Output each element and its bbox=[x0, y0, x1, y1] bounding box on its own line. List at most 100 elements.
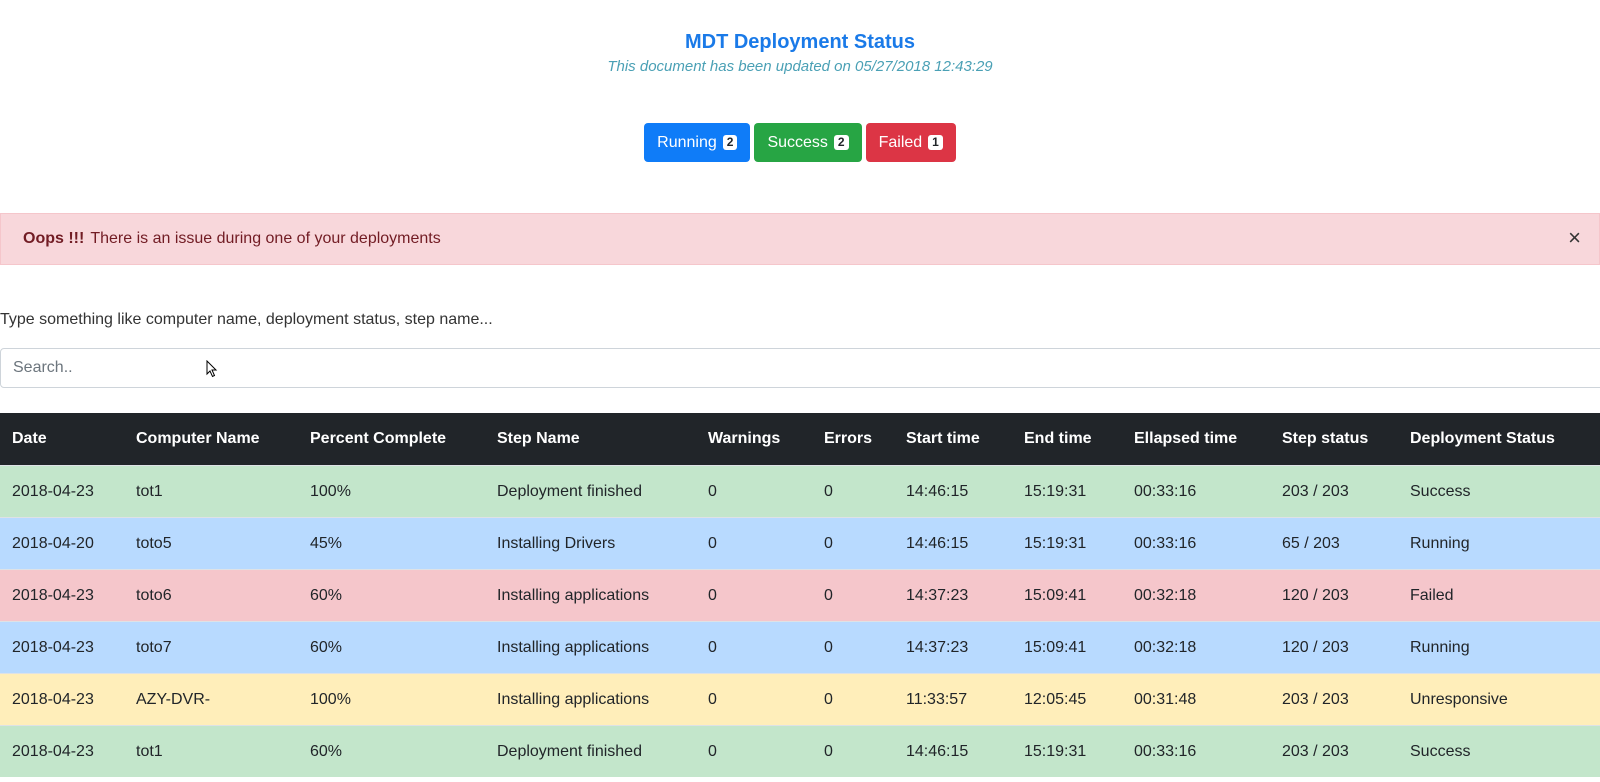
cell-computer-name: toto7 bbox=[124, 621, 298, 674]
cell-step-name: Installing applications bbox=[485, 673, 696, 726]
cell-step-status: 203 / 203 bbox=[1270, 465, 1398, 518]
failed-button[interactable]: Failed 1 bbox=[865, 123, 956, 162]
col-date[interactable]: Date bbox=[0, 413, 124, 466]
failed-button-label: Failed bbox=[878, 133, 923, 151]
table-row[interactable]: 2018-04-20 toto5 45% Installing Drivers 0 0 14… bbox=[0, 517, 1600, 570]
cell-end-time: 15:19:31 bbox=[1012, 465, 1122, 518]
table-body: 2018-04-23 tot1 100% Deployment finished 0 0 1… bbox=[0, 465, 1600, 777]
cell-warnings: 0 bbox=[696, 725, 812, 777]
alert-strong-text: Oops !!! bbox=[23, 230, 85, 247]
col-computer-name[interactable]: Computer Name bbox=[124, 413, 298, 466]
col-step-name[interactable]: Step Name bbox=[485, 413, 696, 466]
cell-step-status: 203 / 203 bbox=[1270, 673, 1398, 726]
cell-end-time: 15:09:41 bbox=[1012, 569, 1122, 622]
cell-deployment-status: Success bbox=[1398, 465, 1600, 518]
cell-date: 2018-04-23 bbox=[0, 465, 124, 518]
cell-elapsed-time: 00:32:18 bbox=[1122, 621, 1270, 674]
running-button[interactable]: Running 2 bbox=[644, 123, 751, 162]
cell-step-name: Installing applications bbox=[485, 621, 696, 674]
cell-start-time: 14:46:15 bbox=[894, 725, 1012, 777]
cell-warnings: 0 bbox=[696, 673, 812, 726]
table-row[interactable]: 2018-04-23 toto6 60% Installing application… bbox=[0, 569, 1600, 622]
table-row[interactable]: 2018-04-23 AZY-DVR- 100% Installing applica… bbox=[0, 673, 1600, 726]
cell-start-time: 14:46:15 bbox=[894, 465, 1012, 518]
col-deployment-status[interactable]: Deployment Status bbox=[1398, 413, 1600, 466]
cell-elapsed-time: 00:31:48 bbox=[1122, 673, 1270, 726]
cell-computer-name: toto6 bbox=[124, 569, 298, 622]
col-errors[interactable]: Errors bbox=[812, 413, 894, 466]
cell-elapsed-time: 00:32:18 bbox=[1122, 569, 1270, 622]
table-row[interactable]: 2018-04-23 tot1 60% Deployment finished 0 0 14… bbox=[0, 725, 1600, 777]
success-button-label: Success bbox=[767, 133, 828, 151]
running-button-label: Running bbox=[657, 133, 717, 151]
error-alert: Oops !!! There is an issue during one of… bbox=[0, 213, 1600, 265]
table-row[interactable]: 2018-04-23 tot1 100% Deployment finished 0 0 1… bbox=[0, 465, 1600, 518]
cell-date: 2018-04-20 bbox=[0, 517, 124, 570]
success-count-badge: 2 bbox=[833, 135, 849, 150]
status-filter-buttons: Running 2 Success 2 Failed 1 bbox=[0, 123, 1600, 162]
running-count-badge: 2 bbox=[722, 135, 738, 150]
cell-deployment-status: Failed bbox=[1398, 569, 1600, 622]
cell-computer-name: tot1 bbox=[124, 725, 298, 777]
cell-start-time: 14:37:23 bbox=[894, 621, 1012, 674]
col-start-time[interactable]: Start time bbox=[894, 413, 1012, 466]
cell-percent-complete: 100% bbox=[298, 673, 485, 726]
cell-deployment-status: Success bbox=[1398, 725, 1600, 777]
cell-errors: 0 bbox=[812, 465, 894, 518]
col-percent-complete[interactable]: Percent Complete bbox=[298, 413, 485, 466]
cell-warnings: 0 bbox=[696, 569, 812, 622]
cell-date: 2018-04-23 bbox=[0, 569, 124, 622]
cell-deployment-status: Unresponsive bbox=[1398, 673, 1600, 726]
cell-elapsed-time: 00:33:16 bbox=[1122, 465, 1270, 518]
cell-date: 2018-04-23 bbox=[0, 673, 124, 726]
header: MDT Deployment Status This document has … bbox=[0, 0, 1600, 75]
cell-step-name: Installing applications bbox=[485, 569, 696, 622]
cell-step-name: Deployment finished bbox=[485, 725, 696, 777]
cell-errors: 0 bbox=[812, 569, 894, 622]
cell-step-name: Installing Drivers bbox=[485, 517, 696, 570]
cell-errors: 0 bbox=[812, 517, 894, 570]
search-input[interactable] bbox=[0, 348, 1600, 388]
col-step-status[interactable]: Step status bbox=[1270, 413, 1398, 466]
cell-step-status: 120 / 203 bbox=[1270, 569, 1398, 622]
cell-percent-complete: 100% bbox=[298, 465, 485, 518]
cell-elapsed-time: 00:33:16 bbox=[1122, 725, 1270, 777]
cell-date: 2018-04-23 bbox=[0, 621, 124, 674]
cell-start-time: 14:46:15 bbox=[894, 517, 1012, 570]
cell-end-time: 12:05:45 bbox=[1012, 673, 1122, 726]
alert-message: There is an issue during one of your dep… bbox=[90, 230, 441, 247]
cell-warnings: 0 bbox=[696, 517, 812, 570]
col-end-time[interactable]: End time bbox=[1012, 413, 1122, 466]
mouse-cursor-icon bbox=[206, 360, 218, 378]
updated-subtitle: This document has been updated on 05/27/… bbox=[607, 58, 993, 75]
cell-step-status: 65 / 203 bbox=[1270, 517, 1398, 570]
cell-percent-complete: 60% bbox=[298, 569, 485, 622]
cell-end-time: 15:19:31 bbox=[1012, 517, 1122, 570]
table-row[interactable]: 2018-04-23 toto7 60% Installing application… bbox=[0, 621, 1600, 674]
cell-errors: 0 bbox=[812, 673, 894, 726]
table-header: Date Computer Name Percent Complete Step… bbox=[0, 413, 1600, 466]
cell-end-time: 15:19:31 bbox=[1012, 725, 1122, 777]
failed-count-badge: 1 bbox=[928, 135, 943, 150]
cell-percent-complete: 45% bbox=[298, 517, 485, 570]
search-label: Type something like computer name, deplo… bbox=[0, 311, 493, 328]
cell-date: 2018-04-23 bbox=[0, 725, 124, 777]
cell-start-time: 11:33:57 bbox=[894, 673, 1012, 726]
cell-warnings: 0 bbox=[696, 465, 812, 518]
deployments-table: Date Computer Name Percent Complete Step… bbox=[0, 413, 1600, 777]
cell-errors: 0 bbox=[812, 621, 894, 674]
cell-step-name: Deployment finished bbox=[485, 465, 696, 518]
cell-computer-name: toto5 bbox=[124, 517, 298, 570]
col-warnings[interactable]: Warnings bbox=[696, 413, 812, 466]
cell-computer-name: AZY-DVR- bbox=[124, 673, 298, 726]
success-button[interactable]: Success 2 bbox=[754, 123, 862, 162]
cell-elapsed-time: 00:33:16 bbox=[1122, 517, 1270, 570]
cell-warnings: 0 bbox=[696, 621, 812, 674]
cell-percent-complete: 60% bbox=[298, 725, 485, 777]
close-icon[interactable]: × bbox=[1568, 225, 1581, 250]
col-elapsed-time[interactable]: Ellapsed time bbox=[1122, 413, 1270, 466]
page-title: MDT Deployment Status bbox=[684, 31, 916, 53]
cell-percent-complete: 60% bbox=[298, 621, 485, 674]
cell-start-time: 14:37:23 bbox=[894, 569, 1012, 622]
